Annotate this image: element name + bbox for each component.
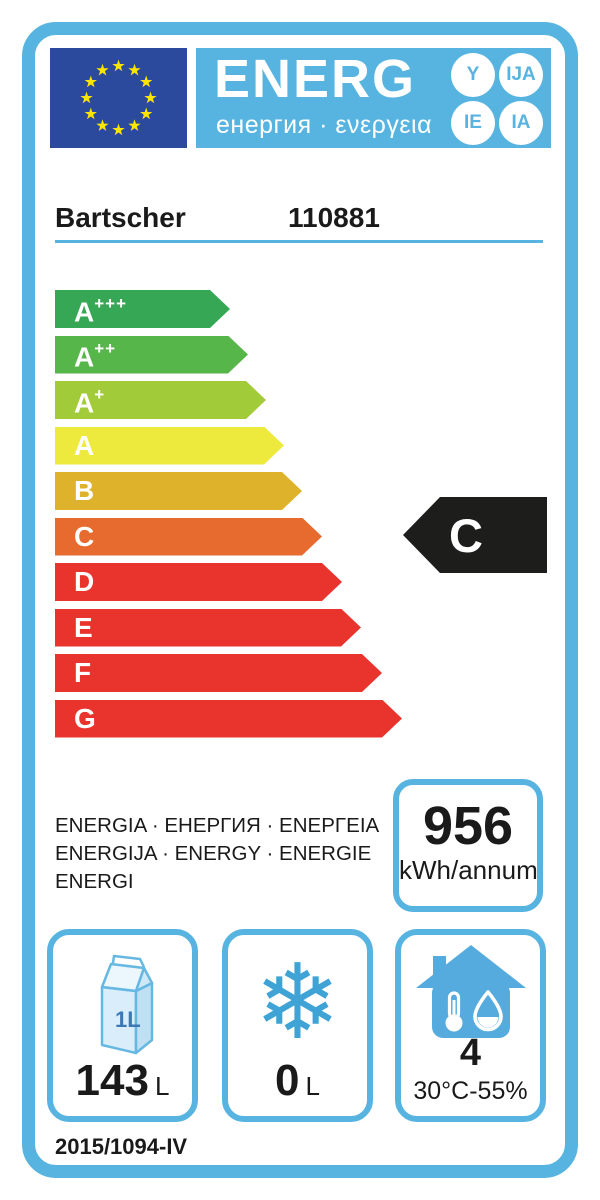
rating-class-g: G bbox=[55, 700, 402, 738]
frozen-volume-value: 0 bbox=[275, 1056, 300, 1105]
frozen-volume-unit: L bbox=[305, 1071, 320, 1101]
rating-class-d: D bbox=[55, 563, 342, 601]
brand-name: Bartscher bbox=[55, 202, 186, 233]
eu-flag-icon bbox=[50, 48, 187, 148]
rating-class-label: B bbox=[74, 475, 95, 506]
rating-class-label: C bbox=[74, 520, 95, 552]
current-class-letter: C bbox=[449, 508, 483, 562]
energy-words-line1: ENERGIA · ЕНЕРГИЯ · ENEPΓEIA bbox=[55, 814, 380, 837]
milk-carton-icon: 1L bbox=[100, 954, 153, 1055]
rating-class-label: A+++ bbox=[74, 293, 128, 328]
regulation-reference: 2015/1094-IV bbox=[55, 1134, 188, 1159]
header-band: ENERG енергия · ενεργεια Y IJA IE IA bbox=[196, 48, 551, 148]
rating-class-a++: A++ bbox=[55, 336, 248, 374]
energy-words-line2: ENERGIJA · ENERGY · ENERGIE bbox=[55, 842, 372, 865]
rating-class-label: F bbox=[74, 657, 92, 688]
carton-volume-label: 1L bbox=[115, 1007, 141, 1032]
fresh-compartment-box: 1L 143 L bbox=[47, 929, 198, 1122]
annual-energy-value: 956 bbox=[422, 796, 514, 856]
rating-class-label: E bbox=[74, 611, 93, 643]
rating-class-e: E bbox=[55, 609, 361, 647]
rating-class-f: F bbox=[55, 654, 382, 692]
rating-class-label: D bbox=[74, 566, 95, 597]
suffix-circle-ie: IE bbox=[451, 101, 495, 145]
house-climate-icon bbox=[415, 945, 526, 1038]
suffix-circle-y: Y bbox=[451, 53, 495, 97]
rating-class-label: A++ bbox=[74, 339, 117, 373]
rating-class-label: A+ bbox=[74, 384, 106, 419]
snowflake-icon: ❄ bbox=[253, 941, 342, 1063]
rating-class-label: G bbox=[74, 702, 96, 734]
rating-class-a+: A+ bbox=[55, 381, 266, 419]
climate-class-box: 4 30°C-55% bbox=[395, 929, 546, 1122]
rating-class-a+++: A+++ bbox=[55, 290, 230, 328]
energ-logo-text: ENERG bbox=[214, 49, 417, 109]
energ-suffix-circles: Y IJA IE IA bbox=[451, 53, 544, 146]
rating-class-label: A bbox=[74, 429, 95, 461]
energ-logo-subtext: енергия · ενεργεια bbox=[216, 111, 433, 139]
climate-class-value: 4 bbox=[459, 1032, 482, 1074]
suffix-circle-ia: IA bbox=[499, 101, 543, 145]
rating-class-a: A bbox=[55, 427, 284, 465]
header-divider bbox=[55, 240, 543, 243]
annual-energy-box: 956 kWh/annum bbox=[393, 779, 543, 912]
fresh-volume-unit: L bbox=[154, 1071, 170, 1101]
rating-class-c: C bbox=[55, 518, 322, 556]
fresh-volume: 143 L bbox=[53, 1056, 192, 1106]
suffix-circle-ija: IJA bbox=[499, 53, 543, 97]
fresh-volume-value: 143 bbox=[75, 1056, 149, 1105]
rating-scale: A+++ A++ A+ A B C D E F G bbox=[55, 290, 402, 738]
rating-class-b: B bbox=[55, 472, 302, 510]
energy-word-translations: ENERGIA · ЕНЕРГИЯ · ENEPΓEIA ENERGIJA · … bbox=[55, 812, 379, 896]
climate-class-condition: 30°C-55% bbox=[413, 1077, 528, 1105]
energy-words-line3: ENERGI bbox=[55, 870, 134, 893]
annual-energy-unit: kWh/annum bbox=[399, 855, 538, 885]
model-number: 110881 bbox=[288, 202, 380, 233]
